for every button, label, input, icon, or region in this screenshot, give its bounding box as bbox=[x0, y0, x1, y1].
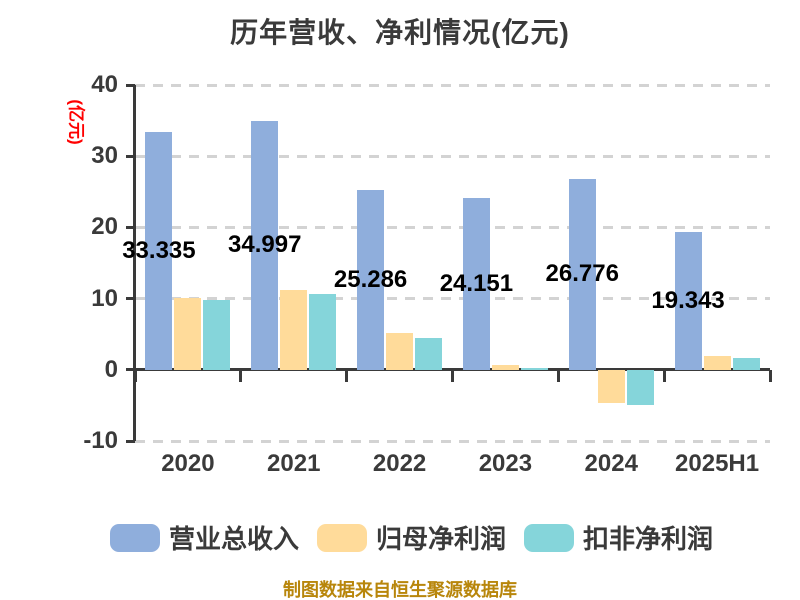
bar-deducted-net-profit-2021 bbox=[309, 293, 337, 370]
x-category-label-2022: 2022 bbox=[372, 450, 427, 477]
bar-net-profit-2023 bbox=[491, 364, 519, 370]
bar-net-profit-2022 bbox=[386, 333, 414, 370]
x-tick-mark-1 bbox=[239, 369, 243, 382]
x-category-label-2023: 2023 bbox=[478, 450, 533, 477]
x-tick-mark-4 bbox=[556, 369, 560, 382]
bar-net-profit-2020 bbox=[174, 297, 202, 370]
legend-swatch-revenue bbox=[110, 523, 160, 552]
bar-revenue-2021 bbox=[251, 120, 279, 370]
y-tick-mark-0 bbox=[126, 368, 135, 372]
y-tick-label-40: 40 bbox=[91, 71, 118, 98]
bar-revenue-2022 bbox=[357, 189, 385, 370]
x-tick-mark-0 bbox=[133, 369, 137, 382]
y-tick-mark-20 bbox=[126, 225, 135, 229]
bar-net-profit-2021 bbox=[280, 290, 308, 370]
x-category-label-2024: 2024 bbox=[584, 450, 638, 477]
data-source-note: 制图数据来自恒生聚源数据库 bbox=[283, 580, 517, 600]
bar-deducted-net-profit-2022 bbox=[415, 337, 443, 370]
legend-item-net-profit: 归母净利润 bbox=[317, 519, 506, 556]
legend-swatch-deducted-net-profit bbox=[524, 523, 575, 552]
bar-value-label-2020: 33.335 bbox=[122, 237, 196, 265]
bar-deducted-net-profit-2024 bbox=[626, 369, 654, 406]
y-tick-label-30: 30 bbox=[91, 142, 118, 170]
y-axis-label: (亿元) bbox=[66, 99, 86, 145]
y-tick-mark-30 bbox=[126, 154, 135, 158]
bar-net-profit-2025H1 bbox=[703, 356, 731, 370]
gridline--10 bbox=[135, 439, 770, 443]
x-tick-mark-6 bbox=[768, 369, 772, 382]
bar-revenue-2020 bbox=[145, 132, 173, 370]
bar-deducted-net-profit-2025H1 bbox=[732, 358, 760, 370]
y-tick-label-0: 0 bbox=[104, 355, 118, 383]
x-tick-mark-5 bbox=[662, 369, 666, 382]
x-category-label-2025H1: 2025H1 bbox=[675, 450, 760, 477]
bar-value-label-2021: 34.997 bbox=[228, 231, 302, 259]
legend-label-net-profit: 归母净利润 bbox=[376, 524, 507, 554]
gridline-40 bbox=[135, 83, 770, 87]
bar-value-label-2025H1: 19.343 bbox=[651, 286, 725, 314]
legend-item-revenue: 营业总收入 bbox=[110, 519, 299, 556]
gridline-30 bbox=[135, 154, 770, 158]
bar-value-label-2023: 24.151 bbox=[439, 269, 514, 297]
bar-net-profit-2024 bbox=[597, 369, 625, 403]
plot-area bbox=[126, 83, 772, 443]
y-tick-mark-10 bbox=[126, 297, 135, 301]
legend: 营业总收入 归母净利润 扣非净利润 bbox=[110, 519, 731, 556]
x-category-label-2020: 2020 bbox=[161, 450, 215, 477]
chart-title: 历年营收、净利情况(亿元) bbox=[230, 17, 570, 48]
bar-revenue-2023 bbox=[462, 197, 490, 370]
gridline-10 bbox=[135, 297, 770, 301]
y-tick-label-10: 10 bbox=[91, 284, 118, 312]
x-category-label-2021: 2021 bbox=[267, 450, 321, 477]
bar-value-label-2022: 25.286 bbox=[333, 265, 408, 293]
bar-revenue-2025H1 bbox=[674, 232, 702, 370]
bar-value-label-2024: 26.776 bbox=[545, 260, 619, 288]
y-tick-label-20: 20 bbox=[91, 213, 118, 241]
legend-swatch-net-profit bbox=[317, 523, 368, 552]
bar-deducted-net-profit-2023 bbox=[520, 367, 548, 370]
x-tick-mark-3 bbox=[451, 369, 454, 382]
bar-deducted-net-profit-2020 bbox=[203, 300, 231, 370]
x-tick-mark-2 bbox=[345, 369, 349, 382]
legend-label-deducted-net-profit: 扣非净利润 bbox=[583, 524, 714, 554]
y-tick-mark--10 bbox=[126, 439, 135, 443]
gridline-20 bbox=[135, 225, 770, 229]
legend-item-deducted-net-profit: 扣非净利润 bbox=[524, 519, 713, 556]
y-axis-line bbox=[133, 85, 136, 441]
legend-label-revenue: 营业总收入 bbox=[169, 524, 300, 554]
y-tick-label--10: -10 bbox=[83, 427, 118, 454]
bar-revenue-2024 bbox=[568, 179, 596, 370]
y-tick-mark-40 bbox=[126, 83, 135, 87]
